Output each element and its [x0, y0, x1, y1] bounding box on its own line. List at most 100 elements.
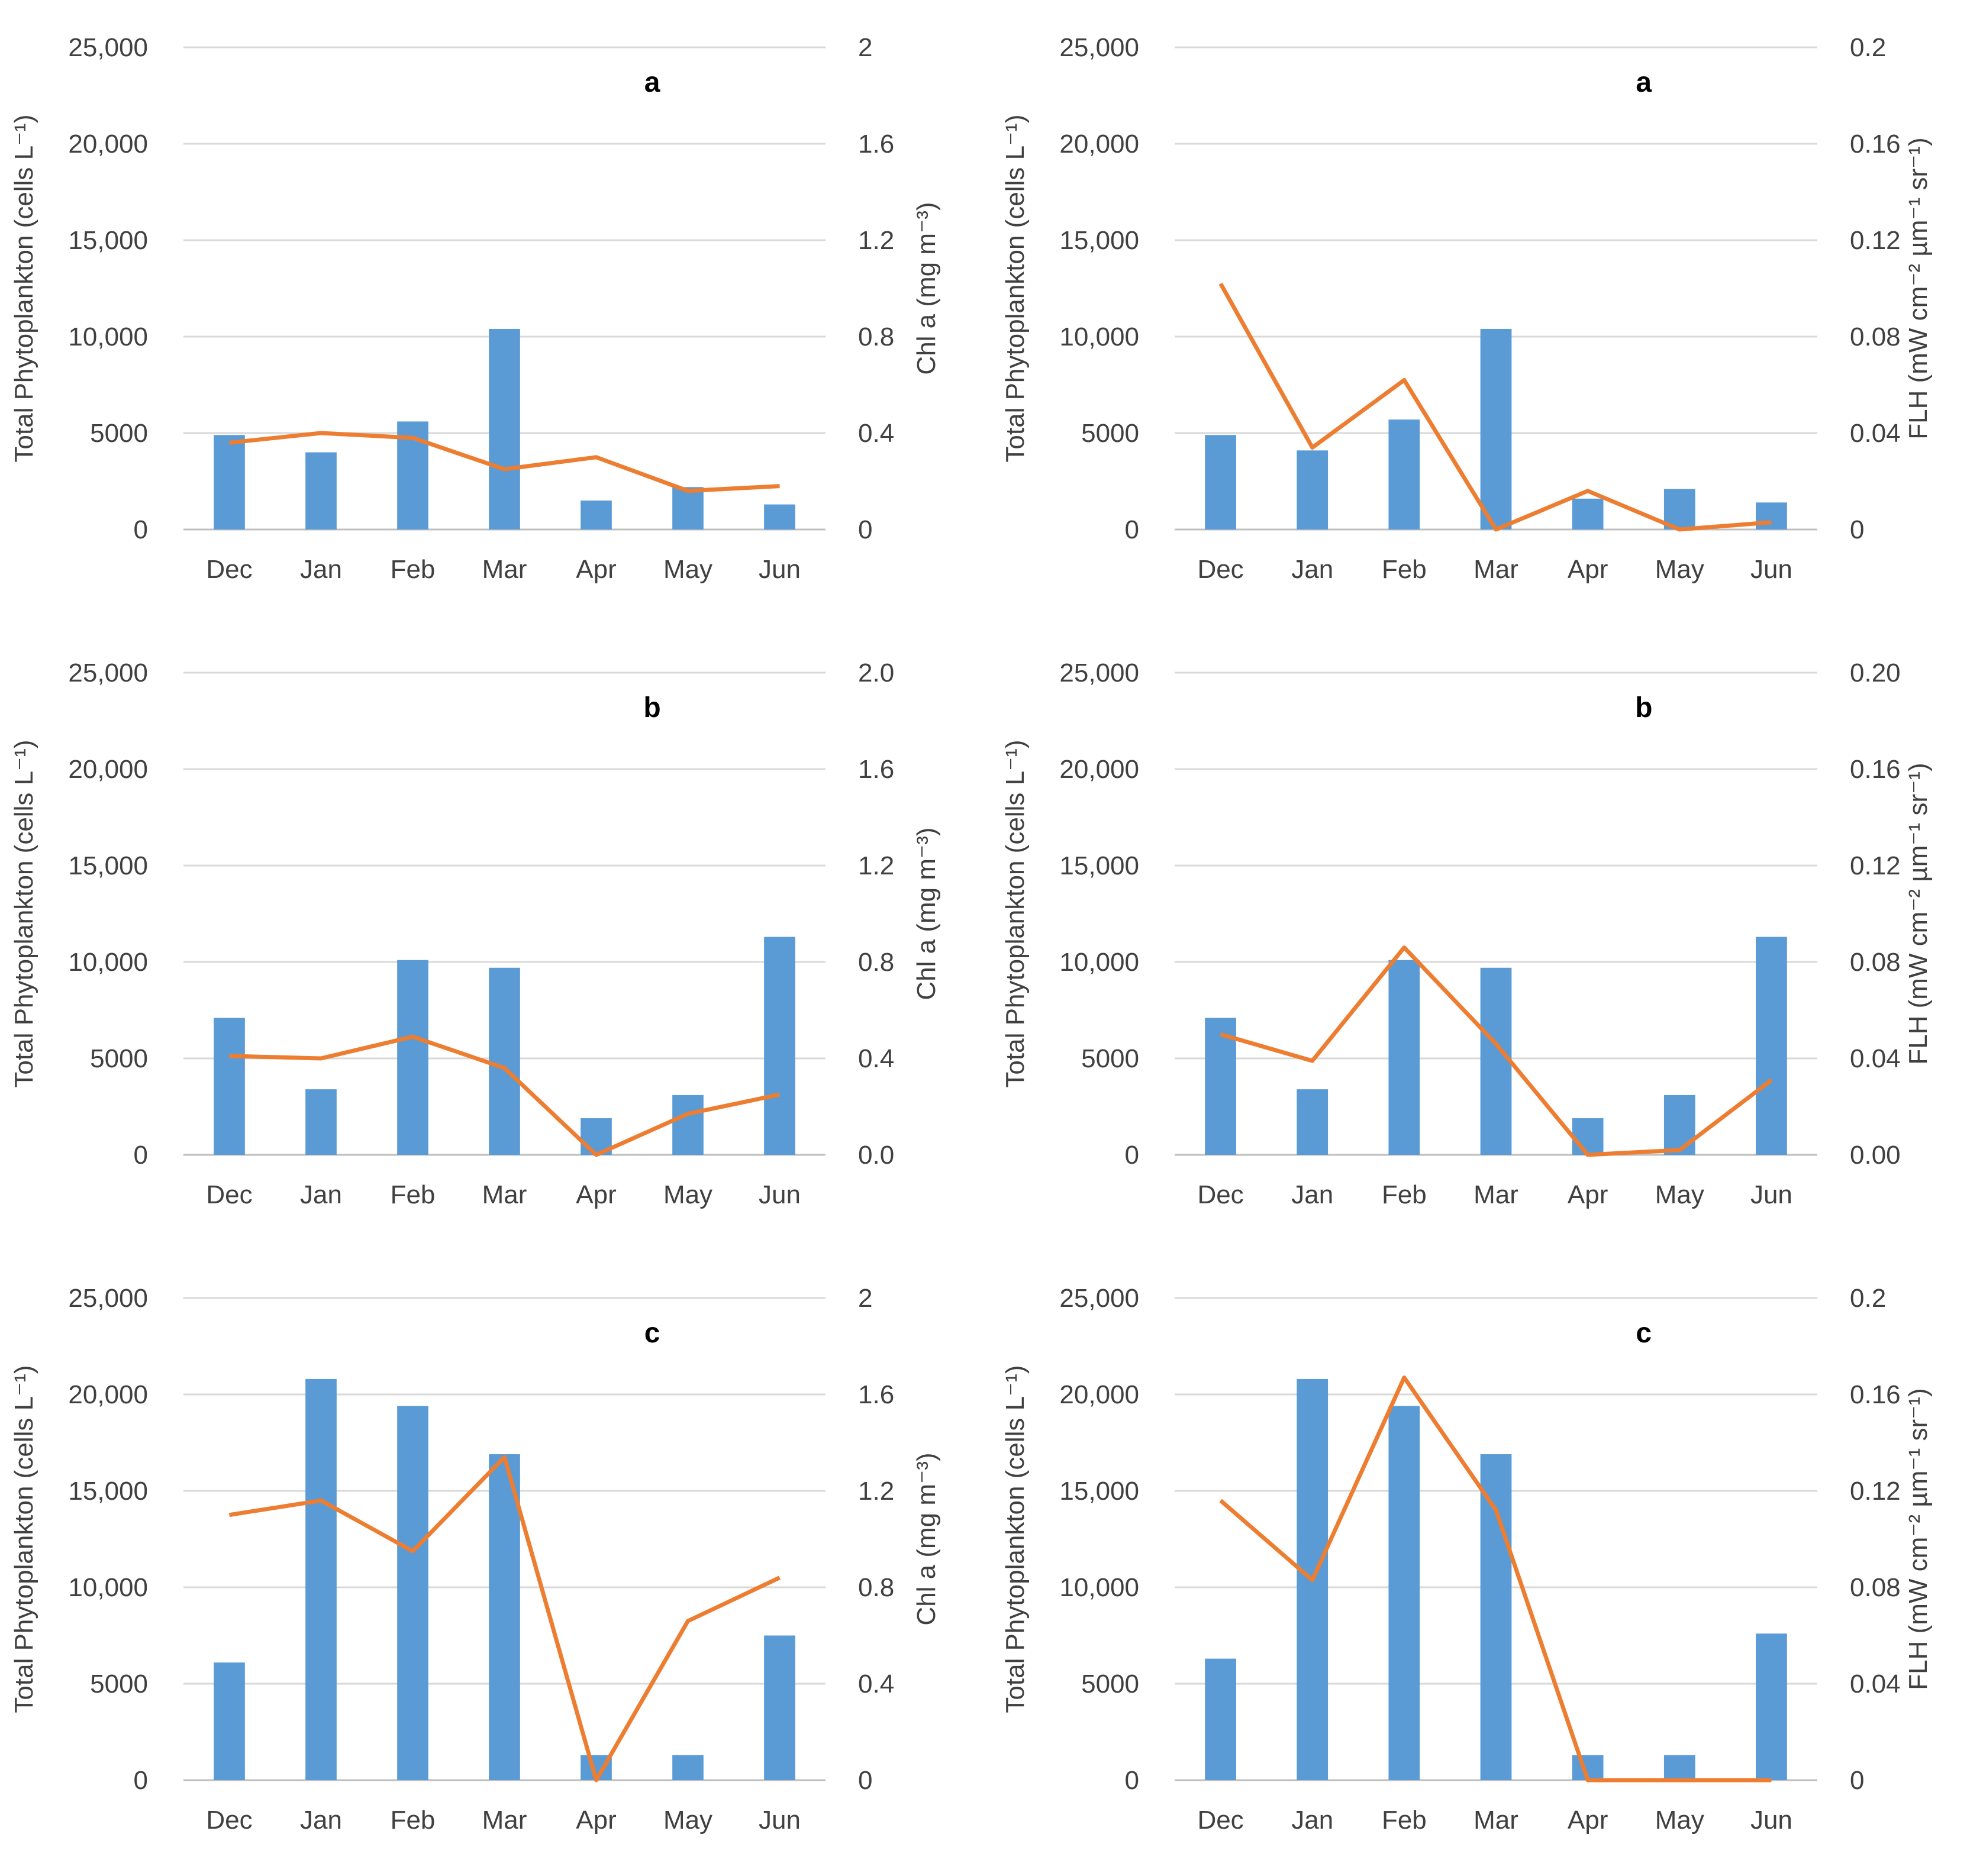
x-tick-label: Feb [1382, 1806, 1427, 1835]
bar [1297, 450, 1329, 529]
y-tick-label: 5000 [1081, 419, 1139, 448]
chart-c-chl: 0 5000 10,000 15,000 20,000 25,000 0 0.4 0.8 1.2 1… [0, 1251, 991, 1876]
x-tick-label: Jun [759, 555, 801, 584]
y2-tick-label: 0 [1850, 515, 1864, 544]
x-tick-label: Dec [206, 1806, 252, 1835]
bar [305, 1089, 337, 1155]
x-tick-label: May [663, 555, 712, 584]
x-tick-label: May [1655, 555, 1704, 584]
bar [672, 487, 704, 529]
y2-tick-label: 0.4 [858, 419, 894, 448]
y2-axis-title: FLH (mW cm⁻² µm⁻¹ sr⁻¹) [1904, 137, 1933, 439]
x-tick-label: Apr [1568, 1180, 1608, 1209]
x-tick-label: Jan [300, 1180, 342, 1209]
y2-tick-label: 0.08 [1850, 948, 1901, 977]
y2-tick-label: 0.16 [1850, 1380, 1901, 1409]
y-tick-label: 10,000 [1059, 322, 1139, 351]
bar [1205, 1018, 1236, 1155]
chart-a-chl-svg: 0 5000 10,000 15,000 20,000 25,000 0 0.4 0.8 1.2 1… [9, 33, 941, 584]
bar [397, 960, 428, 1155]
bar [1572, 1118, 1604, 1155]
y-tick-label: 25,000 [1059, 33, 1139, 62]
y2-tick-label: 0.12 [1850, 226, 1901, 255]
panel-letter: c [644, 1318, 660, 1349]
y-tick-label: 0 [1125, 515, 1139, 544]
y-tick-label: 20,000 [1059, 1380, 1139, 1409]
y-tick-label: 5000 [1081, 1044, 1139, 1073]
bar [214, 435, 245, 529]
y-tick-label: 25,000 [68, 1284, 148, 1313]
bar [1205, 435, 1236, 529]
chart-c-chl-svg: 0 5000 10,000 15,000 20,000 25,000 0 0.4 0.8 1.2 1… [9, 1284, 941, 1835]
x-tick-label: Dec [206, 1180, 252, 1209]
bar [1756, 502, 1787, 529]
x-tick-label: May [663, 1806, 712, 1835]
y2-axis-title: Chl a (mg m⁻³) [912, 1452, 941, 1625]
x-tick-label: Dec [1197, 1806, 1243, 1835]
y2-tick-label: 0.2 [1850, 33, 1886, 62]
panel-letter: c [1636, 1318, 1652, 1349]
y-axis-title: Total Phytoplankton (cells L⁻¹) [1001, 1365, 1030, 1713]
bar [1663, 1755, 1695, 1780]
x-tick-label: Dec [1197, 1180, 1243, 1209]
x-tick-label: May [663, 1180, 712, 1209]
y-tick-label: 25,000 [1059, 1284, 1139, 1313]
series-line [1219, 1375, 1772, 1783]
x-tick-label: Apr [576, 1806, 616, 1835]
x-tick-label: Feb [391, 1180, 436, 1209]
y-tick-label: 25,000 [1059, 658, 1139, 687]
bar [1205, 1658, 1236, 1780]
y2-tick-label: 0.16 [1850, 755, 1901, 784]
chart-a-flh-svg: 0 5000 10,000 15,000 20,000 25,000 0 0.04 0.08 0.… [1001, 33, 1933, 584]
y-tick-label: 15,000 [1059, 1477, 1139, 1506]
y-tick-label: 15,000 [68, 226, 148, 255]
bar [581, 501, 612, 529]
bar [1480, 328, 1512, 529]
chart-b-chl: 0 5000 10,000 15,000 20,000 25,000 0.0 0.4 0.8 1.… [0, 625, 991, 1251]
y-tick-label: 0 [134, 1766, 148, 1795]
chart-b-flh: 0 5000 10,000 15,000 20,000 25,000 0.00 0.04 0.0… [991, 625, 1983, 1251]
y2-tick-label: 1.2 [858, 226, 894, 255]
bar [1388, 1406, 1420, 1780]
y2-tick-label: 0 [858, 515, 872, 544]
x-tick-label: Mar [1473, 1180, 1518, 1209]
bar [1756, 1633, 1787, 1780]
x-tick-label: Mar [1473, 555, 1518, 584]
y-tick-label: 25,000 [68, 658, 148, 687]
y-tick-label: 5000 [90, 1670, 148, 1699]
y2-tick-label: 0.20 [1850, 658, 1901, 687]
y2-axis-title: Chl a (mg m⁻³) [912, 202, 941, 374]
y-tick-label: 20,000 [1059, 755, 1139, 784]
y2-tick-label: 0 [858, 1766, 872, 1795]
y-tick-label: 10,000 [1059, 948, 1139, 977]
y-tick-label: 10,000 [68, 322, 148, 351]
y2-tick-label: 0.2 [1850, 1284, 1886, 1313]
x-tick-label: Jun [759, 1806, 801, 1835]
chart-a-chl: 0 5000 10,000 15,000 20,000 25,000 0 0.4 0.8 1.2 1… [0, 0, 991, 625]
bar [1388, 960, 1420, 1155]
y-axis-title: Total Phytoplankton (cells L⁻¹) [1001, 740, 1030, 1087]
panel-letter: a [1636, 67, 1652, 98]
y-tick-label: 10,000 [68, 1573, 148, 1602]
y2-tick-label: 2 [858, 1284, 872, 1313]
y2-tick-label: 0.08 [1850, 1573, 1901, 1602]
y2-tick-label: 0.16 [1850, 130, 1901, 159]
x-tick-label: Jun [1750, 1180, 1792, 1209]
x-tick-label: Dec [1197, 555, 1243, 584]
x-tick-label: Jan [300, 1806, 342, 1835]
bar [214, 1662, 245, 1780]
y2-axis-title: FLH (mW cm⁻² µm⁻¹ sr⁻¹) [1904, 1388, 1933, 1690]
chart-a-flh: 0 5000 10,000 15,000 20,000 25,000 0 0.04 0.08 0.… [991, 0, 1983, 625]
x-tick-label: Apr [576, 555, 616, 584]
y2-tick-label: 0.8 [858, 948, 894, 977]
x-tick-label: May [1655, 1806, 1704, 1835]
y2-tick-label: 0.4 [858, 1670, 894, 1699]
y-tick-label: 20,000 [1059, 130, 1139, 159]
x-tick-label: May [1655, 1180, 1704, 1209]
x-tick-label: Feb [391, 555, 436, 584]
y2-tick-label: 0.08 [1850, 322, 1901, 351]
x-tick-label: Feb [391, 1806, 436, 1835]
x-tick-label: Jun [759, 1180, 801, 1209]
bar [305, 1378, 337, 1780]
panel-letter: b [1635, 692, 1652, 724]
